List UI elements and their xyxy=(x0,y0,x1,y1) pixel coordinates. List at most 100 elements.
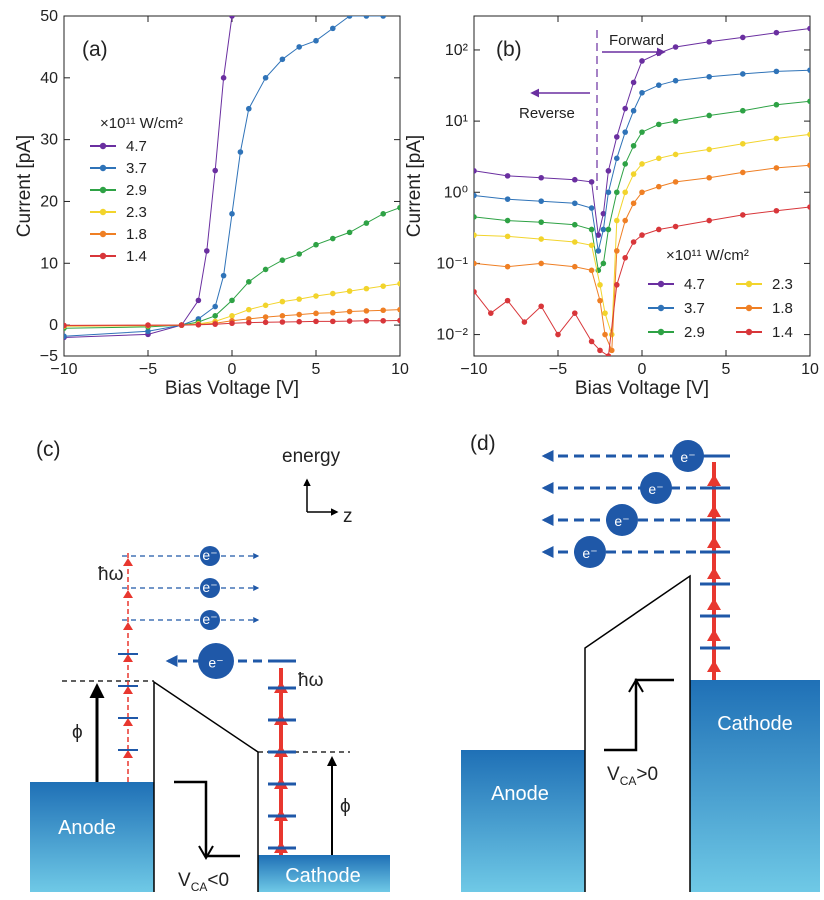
electron: e⁻ xyxy=(640,472,672,504)
data-point xyxy=(622,129,628,135)
data-point xyxy=(380,317,387,324)
data-point xyxy=(262,302,269,309)
electron-circle xyxy=(200,610,220,630)
legend-entry: 1.8 xyxy=(772,300,793,317)
data-point xyxy=(346,229,353,236)
data-point xyxy=(656,183,662,190)
data-point xyxy=(672,179,679,185)
data-point xyxy=(605,353,612,356)
data-point xyxy=(296,44,303,50)
data-point xyxy=(600,260,607,267)
reverse-label: Reverse xyxy=(519,105,575,122)
panel-b-legend: 4.7 3.7 2.9 2.3 1.8 1.4 xyxy=(648,276,793,341)
data-point xyxy=(474,168,477,174)
data-point xyxy=(588,179,595,185)
series-1.8 xyxy=(474,162,810,354)
panel-c: (c) energy z Anode Cathode ϕ ϕ VCA<0 ħω … xyxy=(30,438,390,894)
data-point xyxy=(313,241,319,248)
legend-entry: 1.4 xyxy=(772,324,793,341)
photon-arrowhead xyxy=(123,750,133,758)
legend-marker xyxy=(99,186,107,194)
vca-rel-c: <0 xyxy=(207,870,229,891)
data-point xyxy=(622,105,628,112)
x-tick-label: 0 xyxy=(228,361,237,378)
cathode-label-c: Cathode xyxy=(285,865,361,887)
electron-circle xyxy=(574,536,606,568)
data-point xyxy=(630,200,637,207)
data-point xyxy=(346,288,353,294)
electron: e⁻ xyxy=(200,610,220,630)
series-line xyxy=(474,164,810,351)
data-point xyxy=(622,254,628,261)
data-point xyxy=(656,155,662,162)
data-point xyxy=(572,310,578,316)
data-point xyxy=(807,67,810,73)
panel-c-label: (c) xyxy=(36,438,61,461)
electron: e⁻ xyxy=(574,536,606,568)
panel-a-series xyxy=(64,16,400,341)
data-point xyxy=(538,198,544,204)
data-point xyxy=(346,308,353,315)
data-point xyxy=(639,89,645,96)
data-point xyxy=(246,279,252,285)
legend-marker xyxy=(745,280,753,288)
photon-arrowhead xyxy=(707,629,721,641)
phi-right: ϕ xyxy=(340,796,351,817)
data-point xyxy=(773,135,780,142)
data-point xyxy=(622,161,628,167)
y-tick-label: 10⁻² xyxy=(436,327,468,344)
panel-d-photon-ladder: e⁻ e⁻ e⁻ e⁻ xyxy=(541,440,730,680)
anode-box-c xyxy=(30,782,154,892)
energy-label: energy xyxy=(282,446,341,467)
data-point xyxy=(474,260,477,267)
legend-marker xyxy=(99,252,107,260)
photon-arrowhead xyxy=(707,505,721,517)
legend-marker xyxy=(99,164,107,172)
data-point xyxy=(380,307,387,314)
panel-b-legend-title: ×10¹¹ W/cm² xyxy=(666,247,749,264)
data-point xyxy=(706,146,712,153)
data-point xyxy=(363,317,370,324)
photon-arrowhead xyxy=(707,536,721,548)
data-point xyxy=(262,75,269,81)
panel-b: −10 −5 0 5 10 10⁻² 10⁻¹ 10⁰ 10¹ 10² (b) Bias Volt… xyxy=(404,15,819,399)
data-point xyxy=(397,204,400,211)
data-point xyxy=(600,226,607,233)
x-tick-label: 0 xyxy=(638,361,647,378)
legend-marker xyxy=(99,230,107,238)
series-line xyxy=(474,69,810,252)
data-point xyxy=(672,44,679,50)
data-point xyxy=(773,207,780,214)
data-point xyxy=(773,101,780,108)
data-point xyxy=(145,322,151,328)
data-point xyxy=(504,263,511,270)
data-point xyxy=(588,226,595,233)
data-point xyxy=(656,82,662,88)
vca-arrowhead-d xyxy=(628,678,644,693)
panel-c-photon-ladders: e⁻ e⁻ e⁻ e⁻ xyxy=(118,546,296,855)
electron: e⁻ xyxy=(200,578,220,598)
data-point xyxy=(262,266,269,273)
data-point xyxy=(706,217,712,224)
cathode-box-d xyxy=(690,680,820,892)
data-point xyxy=(262,319,269,326)
anode-label-c: Anode xyxy=(58,817,116,839)
photon-arrowhead xyxy=(707,474,721,486)
x-tick-label: 5 xyxy=(312,361,321,378)
data-point xyxy=(622,189,628,196)
data-point xyxy=(706,73,712,80)
electron-label: e⁻ xyxy=(202,579,217,595)
data-point xyxy=(474,192,477,199)
data-point xyxy=(246,306,252,313)
data-point xyxy=(555,331,561,338)
panel-a-frame xyxy=(63,15,401,357)
data-point xyxy=(605,189,612,196)
series-4.7 xyxy=(474,25,810,238)
y-tick-label: 10 xyxy=(40,255,58,272)
legend-marker xyxy=(657,280,665,288)
data-point xyxy=(639,58,645,64)
panel-b-frame xyxy=(473,15,811,357)
data-point xyxy=(608,331,615,338)
forward-label: Forward xyxy=(609,32,664,49)
